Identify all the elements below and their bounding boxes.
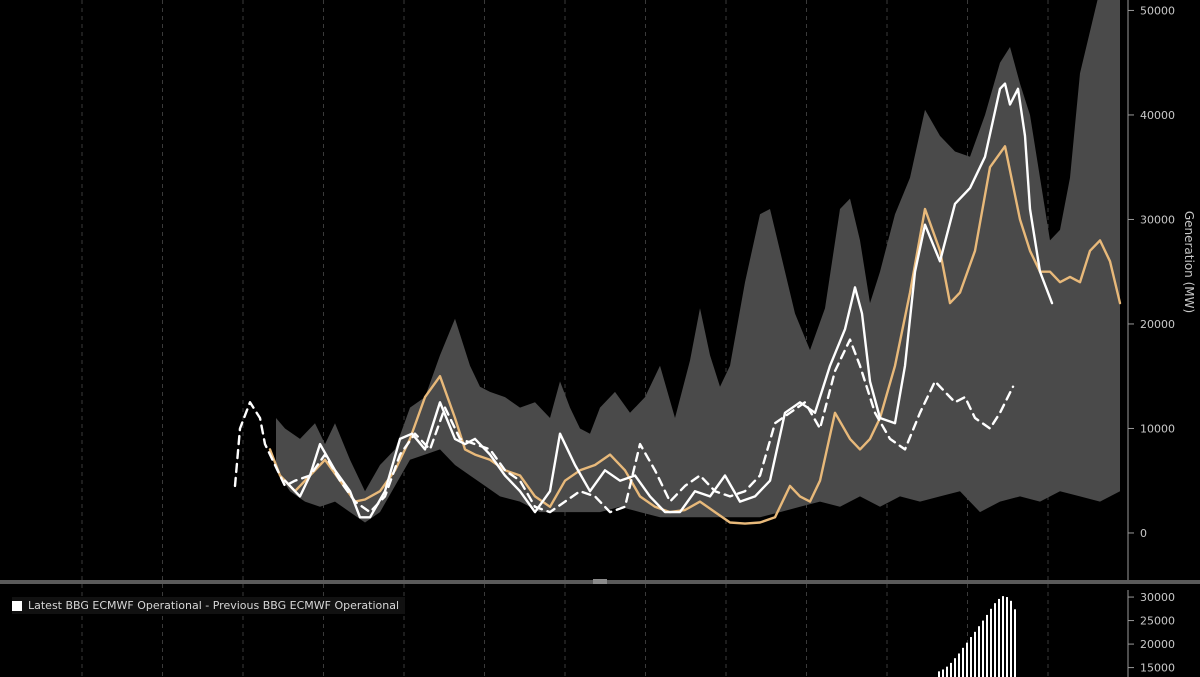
sub-y-axis: 15000 20000 25000 30000 [1127,590,1175,677]
series-lines [233,82,1122,525]
y-axis-label: Generation (MW) [1182,211,1196,313]
range-band [276,0,1120,523]
difference-bar [950,662,952,677]
y-tick-label: 0 [1140,527,1147,540]
white-series-line [283,82,1054,519]
difference-bar [962,647,964,677]
difference-bar [1006,597,1008,677]
difference-bar [946,666,948,677]
sub-y-tick-label: 20000 [1140,638,1175,651]
difference-bar [994,603,996,677]
difference-bar [938,671,940,677]
difference-bar [966,642,968,677]
difference-bar [954,658,956,677]
panel-divider [0,579,1200,584]
y-tick-label: 20000 [1140,318,1175,331]
white-dashed-series-line [233,338,1015,514]
difference-bar [998,598,1000,677]
forecast-range-band [276,0,1120,523]
legend: Latest BBG ECMWF Operational - Previous … [12,597,405,614]
resize-handle[interactable] [593,579,607,584]
legend-swatch [12,600,22,611]
difference-bars [938,596,1016,677]
difference-bar [958,653,960,677]
y-tick-label: 40000 [1140,109,1175,122]
difference-bar [990,608,992,677]
legend-label: Latest BBG ECMWF Operational - Previous … [28,599,399,612]
difference-bar [970,637,972,677]
sub-y-tick-label: 30000 [1140,591,1175,604]
sub-y-tick-label: 25000 [1140,615,1175,628]
difference-bar [986,614,988,677]
difference-bar [982,620,984,677]
sub-y-tick-label: 15000 [1140,662,1175,675]
main-y-axis: 0 10000 20000 30000 40000 50000 Generation (MW… [1127,0,1196,580]
difference-bar [1010,600,1012,677]
difference-bar [974,631,976,677]
y-tick-label: 30000 [1140,213,1175,226]
difference-bar [942,669,944,677]
difference-bar [1002,596,1004,677]
orange-series-line [268,145,1122,525]
y-tick-label: 10000 [1140,422,1175,435]
y-tick-label: 50000 [1140,4,1175,17]
difference-bar [1014,609,1016,677]
difference-bar [978,626,980,677]
